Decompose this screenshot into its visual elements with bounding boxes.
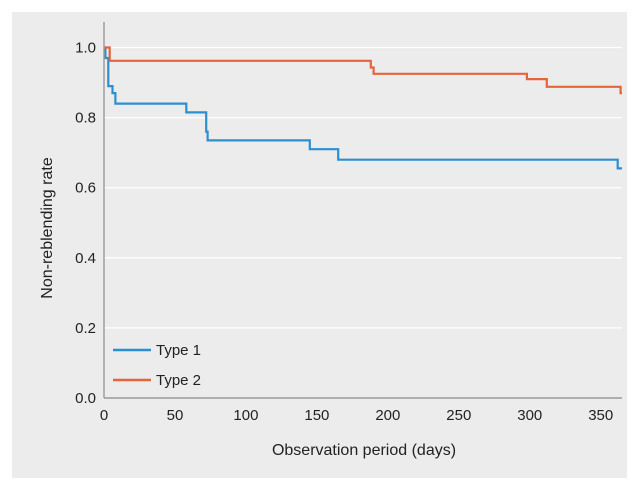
x-tick-label: 0 <box>100 407 108 424</box>
axes <box>103 22 622 399</box>
legend-label-type-1: Type 1 <box>156 342 201 359</box>
x-tick-label: 50 <box>167 407 184 424</box>
gridlines <box>104 46 622 329</box>
y-tick-label: 0.8 <box>75 110 96 127</box>
y-tick-label: 0.4 <box>75 250 96 267</box>
x-tick-label: 100 <box>233 407 258 424</box>
series-line-type-1 <box>104 46 622 170</box>
x-tick-label: 250 <box>446 407 471 424</box>
legend-label-type-2: Type 2 <box>156 372 201 389</box>
y-axis-title: Non-reblending rate <box>39 157 56 299</box>
x-tick-label: 150 <box>304 407 329 424</box>
y-tick-label: 0.6 <box>75 180 96 197</box>
series-lines <box>104 46 622 170</box>
x-tick-label: 350 <box>588 407 613 424</box>
x-tick-label: 200 <box>375 407 400 424</box>
y-tick-label: 1.0 <box>75 40 96 57</box>
chart-panel <box>12 12 627 478</box>
legend: Type 1 Type 2 <box>113 342 201 389</box>
y-tick-label: 0.2 <box>75 320 96 337</box>
x-tick-label: 300 <box>517 407 542 424</box>
x-axis-title: Observation period (days) <box>272 442 456 459</box>
series-line-type-2 <box>104 46 622 95</box>
tick-labels: 0.0 0.2 0.4 0.6 0.8 1.0 0 50 100 150 200 250 300 350 <box>75 40 613 424</box>
y-tick-label: 0.0 <box>75 390 96 407</box>
